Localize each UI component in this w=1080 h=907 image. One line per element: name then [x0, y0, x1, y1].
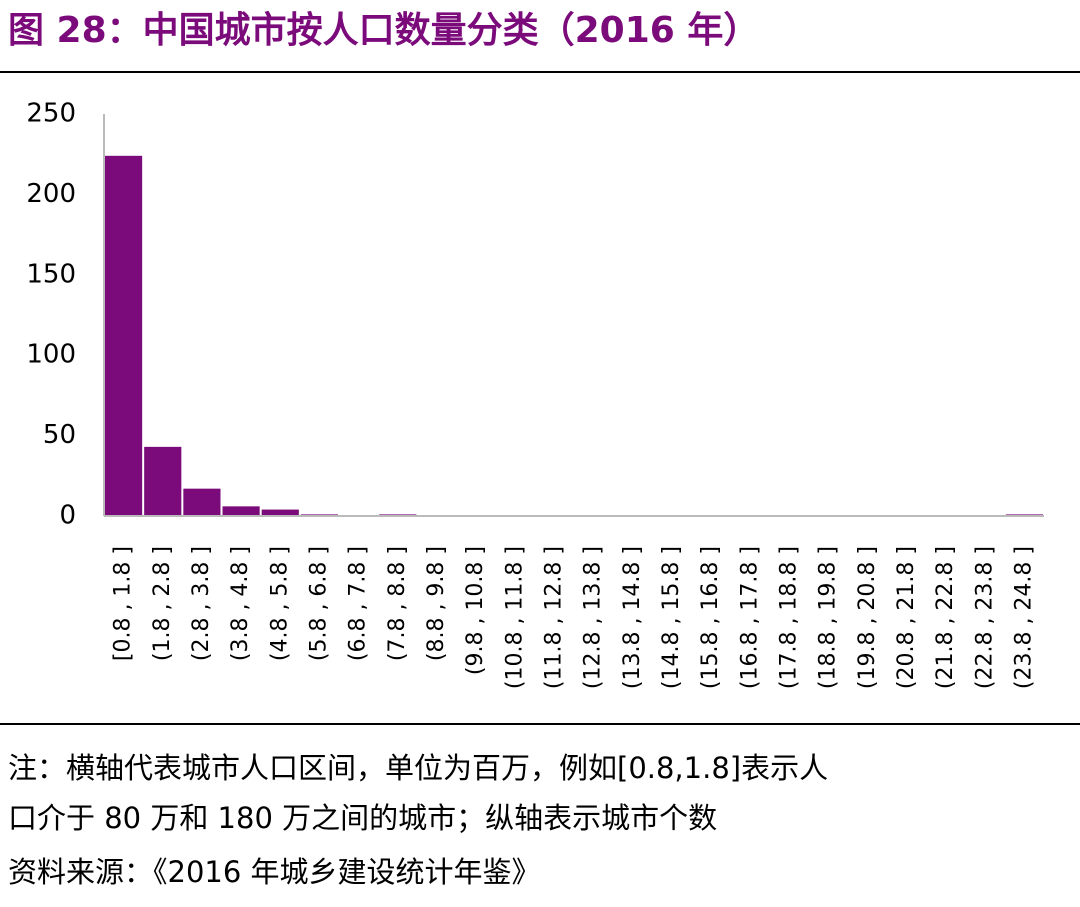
- bar: [105, 155, 143, 517]
- y-tick-label: 100: [26, 340, 76, 370]
- x-tick-label: (9.8 , 10.8 ]: [463, 546, 488, 675]
- bar: [144, 446, 182, 516]
- x-tick-label: (20.8 , 21.8 ]: [894, 546, 919, 689]
- x-tick-label: (18.8 , 19.8 ]: [816, 546, 841, 689]
- bar: [261, 509, 299, 516]
- x-tick-label: (5.8 , 6.8 ]: [306, 546, 331, 661]
- y-tick-label: 0: [59, 501, 76, 531]
- x-tick-label: (11.8 , 12.8 ]: [541, 546, 566, 689]
- x-tick-label: (8.8 , 9.8 ]: [424, 546, 449, 661]
- x-tick-label: (21.8 , 22.8 ]: [933, 546, 958, 689]
- y-tick-label: 200: [26, 179, 76, 209]
- x-tick-label: (12.8 , 13.8 ]: [581, 546, 606, 689]
- x-tick-label: [0.8 , 1.8 ]: [111, 546, 136, 661]
- x-tick-label: (14.8 , 15.8 ]: [659, 546, 684, 689]
- x-tick-label: (23.8 , 24.8 ]: [1011, 546, 1036, 689]
- note: 注：横轴代表城市人口区间，单位为百万，例如[0.8,1.8]表示人: [8, 751, 828, 785]
- bar: [222, 506, 260, 516]
- x-tick-label: (2.8 , 3.8 ]: [189, 546, 214, 661]
- bar: [183, 488, 221, 516]
- note: 口介于 80 万和 180 万之间的城市；纵轴表示城市个数: [8, 801, 717, 835]
- x-tick-label: (16.8 , 17.8 ]: [737, 546, 762, 689]
- x-tick-label: (19.8 , 20.8 ]: [855, 546, 880, 689]
- x-tick-label: (7.8 , 8.8 ]: [385, 546, 410, 661]
- x-tick-label: (1.8 , 2.8 ]: [150, 546, 175, 661]
- x-tick-label: (13.8 , 14.8 ]: [620, 546, 645, 689]
- x-tick-label: (3.8 , 4.8 ]: [228, 546, 253, 661]
- chart-title: 图 28：中国城市按人口数量分类（2016 年）: [8, 10, 759, 51]
- source: 资料来源：《2016 年城乡建设统计年鉴》: [8, 855, 541, 889]
- x-tick-label: (15.8 , 16.8 ]: [698, 546, 723, 689]
- x-tick-label: (10.8 , 11.8 ]: [502, 546, 527, 689]
- y-tick-label: 50: [43, 420, 76, 450]
- x-tick-label: (22.8 , 23.8 ]: [972, 546, 997, 689]
- x-tick-label: (17.8 , 18.8 ]: [776, 546, 801, 689]
- x-tick-label: (4.8 , 5.8 ]: [267, 546, 292, 661]
- y-tick-label: 250: [26, 99, 76, 129]
- x-tick-label: (6.8 , 7.8 ]: [346, 546, 371, 661]
- y-tick-label: 150: [26, 259, 76, 289]
